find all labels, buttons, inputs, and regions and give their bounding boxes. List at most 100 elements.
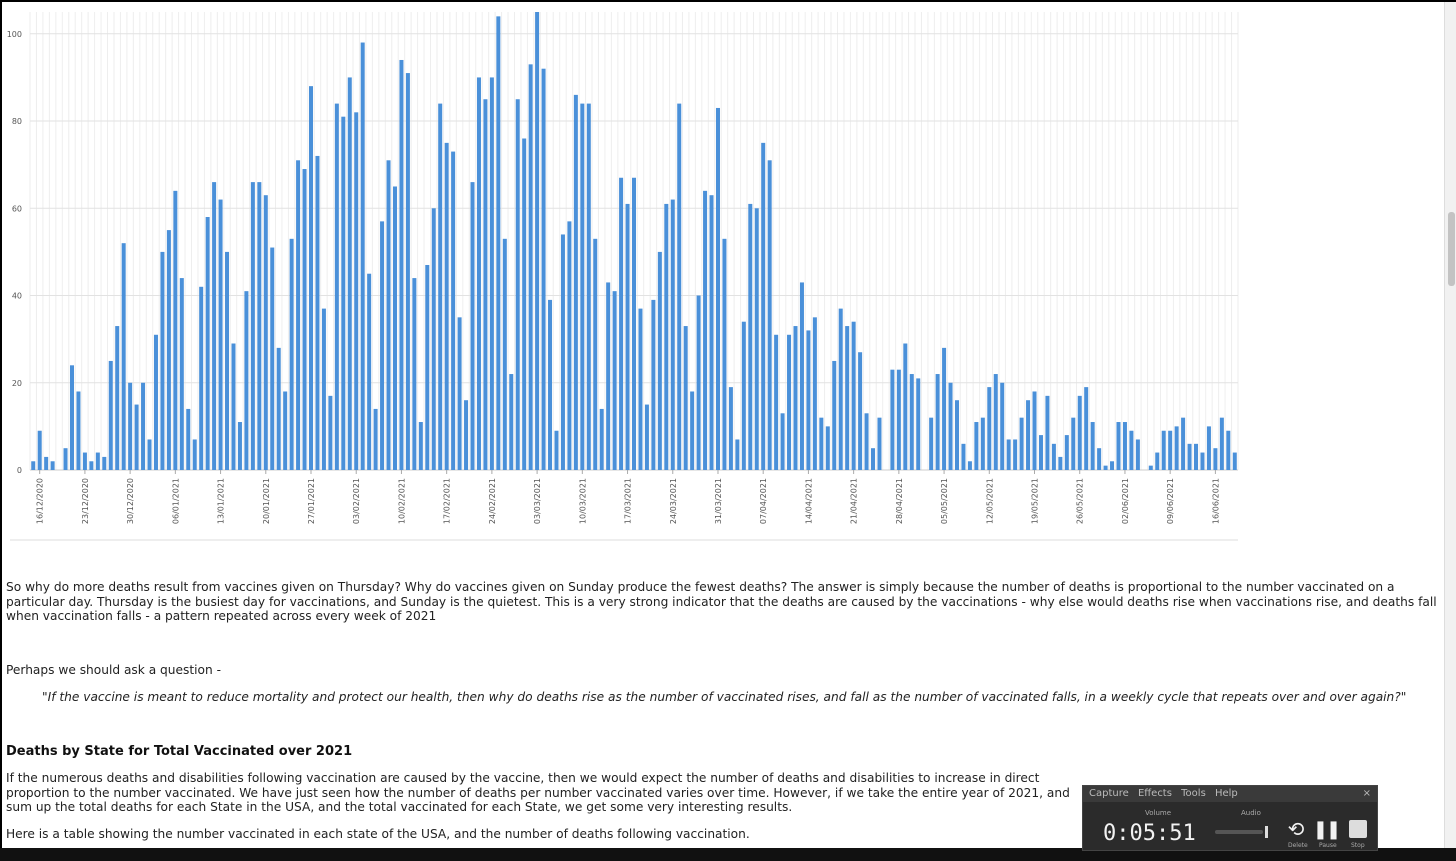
bar[interactable] — [864, 413, 869, 470]
pause-icon[interactable]: ❚❚ — [1312, 818, 1341, 840]
bar[interactable] — [212, 182, 217, 471]
bar[interactable] — [289, 238, 294, 470]
bar[interactable] — [677, 103, 682, 470]
bar[interactable] — [1038, 435, 1043, 470]
bar[interactable] — [909, 374, 914, 470]
bar[interactable] — [1000, 382, 1005, 470]
bar[interactable] — [606, 282, 611, 470]
bar[interactable] — [44, 456, 49, 470]
bar[interactable] — [341, 116, 346, 470]
bar[interactable] — [741, 321, 746, 470]
bar[interactable] — [1181, 417, 1186, 470]
bar[interactable] — [476, 77, 481, 471]
bar[interactable] — [715, 107, 720, 471]
bar[interactable] — [1077, 395, 1082, 470]
bar[interactable] — [263, 195, 268, 470]
bar[interactable] — [315, 155, 320, 470]
bar[interactable] — [612, 291, 617, 470]
bar[interactable] — [225, 251, 230, 470]
bar[interactable] — [121, 243, 126, 470]
bar[interactable] — [748, 203, 753, 471]
bar[interactable] — [309, 86, 314, 471]
bar[interactable] — [1110, 461, 1115, 470]
bar[interactable] — [412, 278, 417, 470]
bar[interactable] — [76, 391, 81, 470]
menu-tools[interactable]: Tools — [1181, 788, 1206, 799]
bar[interactable] — [173, 190, 178, 470]
bar[interactable] — [166, 230, 171, 470]
bar[interactable] — [845, 326, 850, 470]
bar[interactable] — [1058, 456, 1063, 470]
bar[interactable] — [1084, 387, 1089, 470]
bar[interactable] — [761, 142, 766, 471]
bar[interactable] — [935, 374, 940, 470]
bar[interactable] — [1090, 422, 1095, 470]
bar[interactable] — [334, 103, 339, 470]
bar[interactable] — [560, 234, 565, 470]
bar[interactable] — [328, 395, 333, 470]
bar[interactable] — [980, 417, 985, 470]
bar[interactable] — [128, 382, 133, 470]
audio-slider[interactable] — [1215, 830, 1263, 834]
bar[interactable] — [82, 452, 87, 470]
bar[interactable] — [1006, 439, 1011, 470]
bar[interactable] — [871, 448, 876, 470]
bar[interactable] — [942, 347, 947, 470]
bar[interactable] — [386, 160, 391, 471]
bar[interactable] — [418, 422, 423, 470]
bar[interactable] — [1226, 430, 1231, 470]
audio-slider-knob[interactable] — [1265, 826, 1268, 838]
bar[interactable] — [735, 439, 740, 470]
bar[interactable] — [651, 299, 656, 470]
bar[interactable] — [1019, 417, 1024, 470]
bar[interactable] — [218, 199, 223, 470]
bar[interactable] — [489, 77, 494, 471]
bar[interactable] — [283, 391, 288, 470]
bar[interactable] — [354, 112, 359, 470]
bar[interactable] — [664, 203, 669, 471]
bar[interactable] — [141, 382, 146, 470]
bar[interactable] — [257, 182, 262, 471]
bar[interactable] — [774, 334, 779, 470]
bar[interactable] — [644, 404, 649, 470]
bar[interactable] — [153, 334, 158, 470]
bar[interactable] — [1071, 417, 1076, 470]
bar[interactable] — [276, 347, 281, 470]
bar[interactable] — [709, 195, 714, 470]
bar[interactable] — [1194, 443, 1199, 470]
bar[interactable] — [95, 452, 100, 470]
bar[interactable] — [296, 160, 301, 471]
bar[interactable] — [199, 286, 204, 470]
bar[interactable] — [625, 203, 630, 471]
bar[interactable] — [1045, 395, 1050, 470]
bar[interactable] — [502, 238, 507, 470]
bar[interactable] — [360, 42, 365, 470]
bar[interactable] — [522, 138, 527, 471]
vertical-scrollbar[interactable] — [1444, 2, 1456, 848]
bar[interactable] — [1032, 391, 1037, 470]
bar[interactable] — [205, 217, 210, 470]
bar[interactable] — [347, 77, 352, 471]
bar[interactable] — [244, 291, 249, 470]
bar[interactable] — [890, 369, 895, 470]
bar[interactable] — [819, 417, 824, 470]
bar[interactable] — [37, 430, 42, 470]
menu-effects[interactable]: Effects — [1137, 788, 1172, 799]
bar[interactable] — [1122, 422, 1127, 470]
bar[interactable] — [528, 64, 533, 470]
bar[interactable] — [599, 408, 604, 470]
bar[interactable] — [541, 68, 546, 470]
bar[interactable] — [399, 59, 404, 470]
bar[interactable] — [787, 334, 792, 470]
bar[interactable] — [1135, 439, 1140, 470]
bar[interactable] — [1155, 452, 1160, 470]
bar[interactable] — [270, 247, 275, 470]
bar[interactable] — [115, 326, 120, 470]
bar[interactable] — [580, 103, 585, 470]
bar[interactable] — [728, 387, 733, 470]
restart-icon[interactable]: ⟲ — [1287, 817, 1305, 841]
bar[interactable] — [1213, 448, 1218, 470]
bar[interactable] — [632, 177, 637, 470]
bar[interactable] — [237, 422, 242, 470]
bar[interactable] — [50, 461, 55, 470]
